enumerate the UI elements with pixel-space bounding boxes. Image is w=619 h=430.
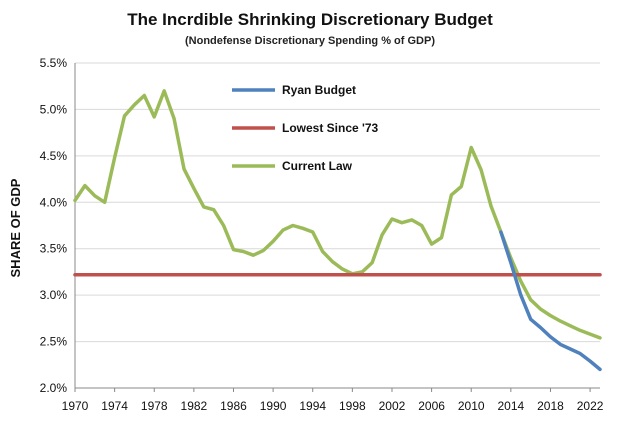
gridlines — [75, 62, 600, 343]
legend: Ryan Budget Lowest Since '73 Current Law — [232, 83, 379, 173]
x-tick-label: 1994 — [299, 399, 326, 413]
y-tick-label: 4.0% — [40, 195, 68, 209]
series-line-ryan-budget — [499, 230, 602, 372]
x-tick-label: 1970 — [62, 399, 89, 413]
x-tick-label: 2022 — [577, 399, 604, 413]
y-tick-label: 3.5% — [40, 242, 68, 256]
x-tick-label: 1998 — [339, 399, 366, 413]
x-tick-label: 2014 — [497, 399, 524, 413]
y-tick-label: 2.5% — [40, 335, 68, 349]
legend-label-ryan-budget: Ryan Budget — [282, 83, 356, 97]
x-tick-label: 2002 — [379, 399, 406, 413]
x-tick-label: 2006 — [418, 399, 445, 413]
x-tick-label: 1986 — [220, 399, 247, 413]
series-lines — [73, 89, 602, 372]
x-tick-label: 1978 — [141, 399, 168, 413]
x-tick-label: 1982 — [181, 399, 208, 413]
y-tick-label: 5.0% — [40, 102, 68, 116]
x-tick-label: 2010 — [458, 399, 485, 413]
legend-label-lowest-since-73: Lowest Since '73 — [282, 121, 379, 135]
axes: 2.0% 2.5% 3.0% 3.5% 4.0% 4.5% 5.0% 5.5% 1970 1974… — [40, 56, 604, 413]
x-tick-label: 2018 — [537, 399, 564, 413]
chart-subtitle: (Nondefense Discretionary Spending % of … — [185, 35, 435, 47]
y-axis-label: SHARE OF GDP — [8, 178, 23, 277]
y-tick-label: 5.5% — [40, 56, 68, 70]
y-tick-label: 4.5% — [40, 149, 68, 163]
series-line-current-law — [73, 89, 602, 340]
legend-label-current-law: Current Law — [282, 159, 353, 173]
chart-title: The Incrdible Shrinking Discretionary Bu… — [127, 10, 493, 29]
x-tick-label: 1990 — [260, 399, 287, 413]
y-tick-label: 2.0% — [40, 381, 68, 395]
y-tick-label: 3.0% — [40, 288, 68, 302]
x-tick-label: 1974 — [101, 399, 128, 413]
